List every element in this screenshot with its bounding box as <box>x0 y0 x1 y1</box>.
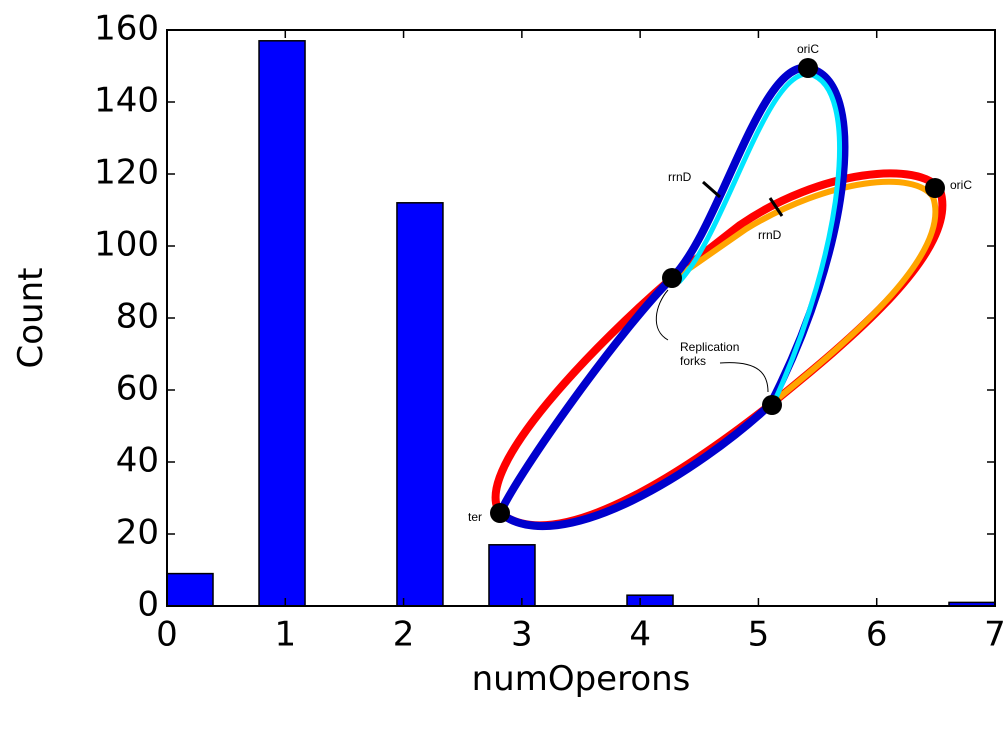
y-tick-label: 40 <box>116 441 159 481</box>
y-tick-label: 120 <box>94 153 159 193</box>
y-tick-label: 140 <box>94 81 159 121</box>
arrow <box>655 289 669 341</box>
x-tick-label: 5 <box>748 615 770 655</box>
x-tick-label: 0 <box>156 615 178 655</box>
annotation: forks <box>680 354 706 368</box>
x-tick-label: 1 <box>274 615 296 655</box>
rrnD-mark <box>768 197 784 217</box>
y-tick-label: 160 <box>94 9 159 49</box>
y-tick-label: 60 <box>116 369 159 409</box>
bar <box>396 202 444 607</box>
bar <box>626 594 674 607</box>
y-tick-label: 20 <box>116 513 159 553</box>
x-tick-label: 2 <box>393 615 415 655</box>
x-tick-label: 3 <box>511 615 533 655</box>
y-axis-label: Count <box>11 268 51 369</box>
rrnD-mark <box>702 180 721 199</box>
annotation: ter <box>468 510 482 524</box>
bar <box>258 40 306 607</box>
x-tick-label: 4 <box>629 615 651 655</box>
annotation: Replication <box>680 340 739 354</box>
bar <box>166 572 214 607</box>
annotation: oriC <box>797 42 819 56</box>
replication-diagram: oriC oriC rrnD rrnD Replication forks te… <box>468 42 972 530</box>
oriC-point <box>798 58 818 78</box>
annotation: rrnD <box>758 228 782 242</box>
chromosome-blue <box>495 63 849 530</box>
ter-point <box>490 503 510 523</box>
x-tick-label: 6 <box>866 615 888 655</box>
annotation: oriC <box>950 178 972 192</box>
y-tick-label: 100 <box>94 225 159 265</box>
y-tick-label: 80 <box>116 297 159 337</box>
x-axis-label: numOperons <box>472 659 691 699</box>
arrow <box>719 362 769 393</box>
fork-point <box>662 268 682 288</box>
y-tick-label: 0 <box>137 585 159 625</box>
bar <box>488 544 536 607</box>
annotation: rrnD <box>668 170 692 184</box>
x-tick-label: 7 <box>984 615 1006 655</box>
oriC-point <box>925 178 945 198</box>
fork-point <box>762 395 782 415</box>
